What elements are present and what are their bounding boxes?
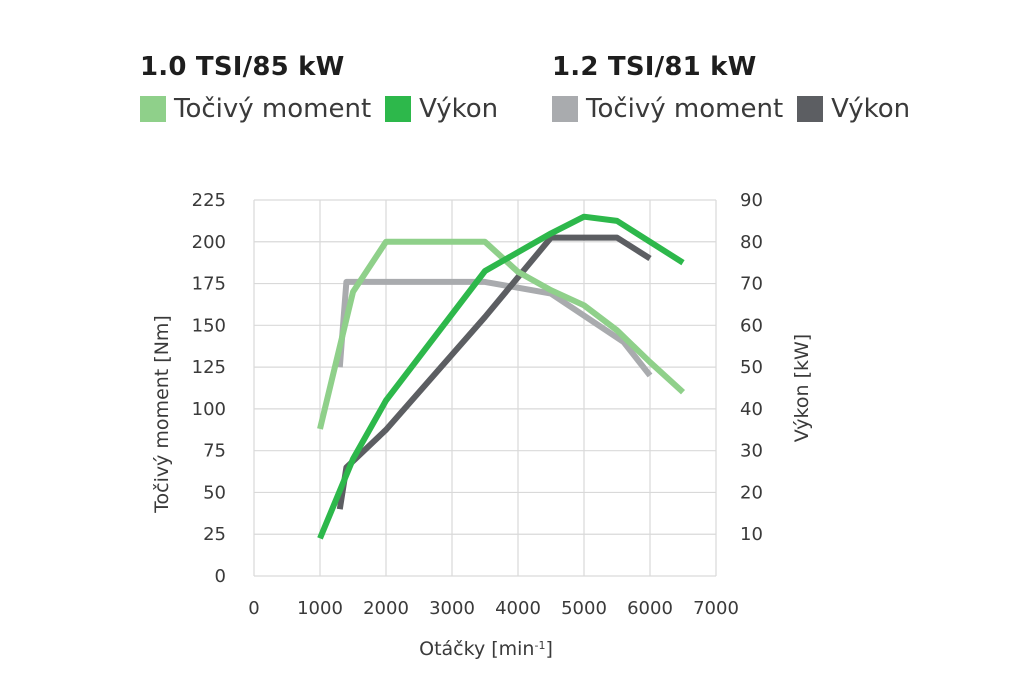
- x-tick-label: 5000: [561, 598, 607, 619]
- legend-label-power: Výkon: [831, 94, 911, 124]
- legend-row: Točivý moment Výkon: [140, 94, 512, 124]
- y-left-tick-label: 150: [192, 315, 226, 336]
- y-left-tick-label: 200: [192, 232, 226, 253]
- series-line-2: [317, 238, 686, 430]
- y-left-tick-label: 0: [215, 566, 226, 587]
- legend-label-torque: Točivý moment: [174, 94, 372, 124]
- y-right-axis-ticks: 10 20 30 40 50 60 70 80 90: [740, 190, 763, 545]
- y-left-tick-label: 50: [203, 482, 226, 503]
- legend-title: 1.0 TSI/85 kW: [140, 52, 345, 82]
- y-right-tick-label: 20: [740, 482, 763, 503]
- y-left-tick-label: 75: [203, 441, 226, 462]
- legend-swatch-torque: [140, 96, 166, 122]
- y-right-tick-label: 40: [740, 399, 763, 420]
- x-tick-label: 4000: [495, 598, 541, 619]
- y-right-tick-label: 90: [740, 190, 763, 211]
- x-tick-label: 2000: [363, 598, 409, 619]
- y-right-tick-label: 10: [740, 524, 763, 545]
- y-right-tick-label: 70: [740, 274, 763, 295]
- y-left-axis-ticks: 0 25 50 75 100 125 150 175 200 225: [192, 190, 226, 587]
- chart-grid: [253, 199, 717, 577]
- legend-swatch-power: [385, 96, 412, 122]
- y-right-tick-label: 60: [740, 315, 763, 336]
- series-line-3: [317, 213, 685, 540]
- y-left-tick-label: 125: [192, 357, 226, 378]
- chart-series: [317, 213, 686, 540]
- x-axis-title: Otáčky [min-1]: [419, 638, 553, 660]
- x-tick-label: 0: [248, 598, 259, 619]
- y-right-tick-label: 30: [740, 441, 763, 462]
- x-axis-ticks: 0 1000 2000 3000 4000 5000 6000 7000: [248, 598, 739, 619]
- legend-title: 1.2 TSI/81 kW: [552, 52, 757, 82]
- y-right-axis-title: Výkon [kW]: [791, 334, 813, 442]
- series-line-0: [336, 278, 653, 378]
- legend-label-power: Výkon: [419, 94, 499, 124]
- legend-label-torque: Točivý moment: [586, 94, 784, 124]
- legend-group-1-0-tsi: 1.0 TSI/85 kW Točivý moment Výkon: [140, 52, 512, 124]
- y-right-tick-label: 50: [740, 357, 763, 378]
- y-left-tick-label: 225: [192, 190, 226, 211]
- legend-swatch-torque: [552, 96, 578, 122]
- y-left-tick-label: 100: [192, 399, 226, 420]
- y-left-axis-title: Točivý moment [Nm]: [151, 315, 173, 514]
- y-right-tick-label: 80: [740, 232, 763, 253]
- x-tick-label: 6000: [627, 598, 673, 619]
- x-tick-label: 3000: [429, 598, 475, 619]
- y-left-tick-label: 175: [192, 274, 226, 295]
- legend-group-1-2-tsi: 1.2 TSI/81 kW Točivý moment Výkon: [552, 52, 924, 124]
- legend-swatch-power: [797, 96, 824, 122]
- x-tick-label: 7000: [693, 598, 739, 619]
- y-left-tick-label: 25: [203, 524, 226, 545]
- x-tick-label: 1000: [297, 598, 343, 619]
- legend-row: Točivý moment Výkon: [552, 94, 924, 124]
